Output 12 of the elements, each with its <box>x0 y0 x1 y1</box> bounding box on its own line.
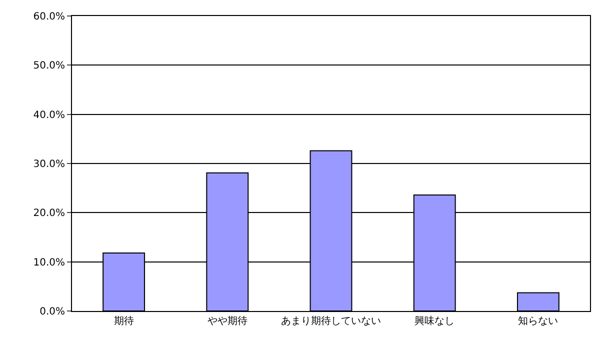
y-tick-label: 10.0% <box>33 257 65 268</box>
x-tick-label: 興味なし <box>414 315 455 327</box>
y-tick-label: 20.0% <box>33 208 65 220</box>
x-tick-label: やや期待 <box>207 315 248 327</box>
y-tick-label: 60.0% <box>33 12 65 22</box>
x-tick-label: 知らない <box>518 315 558 327</box>
y-tick-label: 50.0% <box>33 60 65 72</box>
x-tick-label: 期待 <box>114 315 134 327</box>
y-tick-label: 30.0% <box>33 159 65 170</box>
x-tick-label: あまり期待していない <box>281 315 381 327</box>
y-tick-label: 40.0% <box>33 110 65 121</box>
y-tick-label: 0.0% <box>40 306 65 318</box>
